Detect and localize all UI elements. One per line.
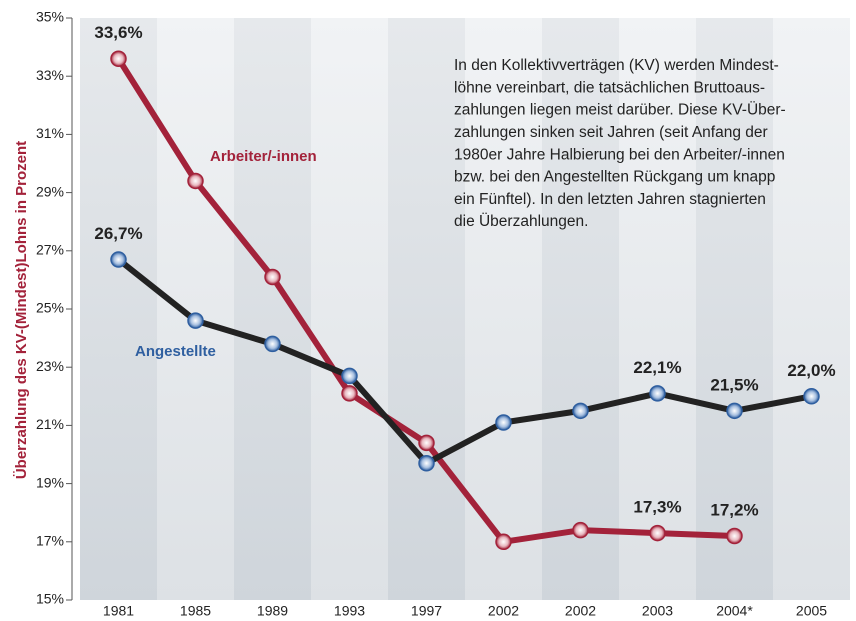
annotation-line: ein Fünftel). In den letzten Jahren stag… <box>454 191 766 208</box>
marker <box>110 251 127 268</box>
marker <box>495 533 512 551</box>
data-label: 17,2% <box>710 500 758 519</box>
x-tick-label: 2005 <box>796 603 827 619</box>
marker <box>110 50 127 67</box>
x-tick-label: 1997 <box>411 603 442 619</box>
marker <box>187 172 204 190</box>
series-label: Arbeiter/-innen <box>210 148 317 165</box>
marker <box>187 312 204 329</box>
column-band <box>311 18 388 600</box>
annotation-line: zahlungen sinken seit Jahren (seit Anfan… <box>454 124 768 141</box>
annotation-line: In den Kollektivverträgen (KV) werden Mi… <box>454 57 779 74</box>
y-tick-label: 27% <box>36 242 64 258</box>
x-tick-label: 2004* <box>716 603 753 619</box>
annotation-line: 1980er Jahre Halbierung bei den Arbeiter… <box>454 146 785 163</box>
column-band <box>773 18 850 600</box>
annotation-line: löhne vereinbart, die tatsächlichen Brut… <box>454 79 765 96</box>
marker <box>341 385 358 402</box>
marker <box>803 388 820 405</box>
data-label: 17,3% <box>633 498 681 517</box>
column-band <box>157 18 234 600</box>
column-band <box>80 18 157 600</box>
annotation-line: die Überzahlungen. <box>454 212 588 230</box>
marker <box>264 335 281 353</box>
y-axis-label: Überzahlung des KV-(Mindest)Lohns in Pro… <box>13 141 30 479</box>
x-tick-label: 1989 <box>257 603 288 619</box>
column-band <box>388 18 465 600</box>
data-label: 21,5% <box>710 375 758 394</box>
marker <box>572 521 589 539</box>
series-label: Angestellte <box>135 343 216 360</box>
marker <box>726 527 743 545</box>
marker <box>495 414 512 431</box>
column-band <box>696 18 773 600</box>
series-line <box>116 257 813 467</box>
marker <box>572 402 589 420</box>
y-tick-label: 19% <box>36 474 64 490</box>
marker <box>726 402 743 420</box>
marker <box>418 454 435 472</box>
column-band <box>619 18 696 600</box>
y-tick-label: 31% <box>36 125 64 141</box>
annotation-line: bzw. bei den Angestellten Rückgang um kn… <box>454 169 775 186</box>
data-label: 33,6% <box>94 23 142 42</box>
data-label: 26,7% <box>94 224 142 243</box>
y-tick-label: 23% <box>36 358 64 374</box>
y-tick-label: 15% <box>36 591 64 607</box>
y-tick-label: 21% <box>36 416 64 432</box>
marker <box>264 268 281 286</box>
data-label: 22,0% <box>787 361 835 380</box>
x-tick-label: 2002 <box>565 603 596 619</box>
y-tick-label: 29% <box>36 183 64 199</box>
data-label: 22,1% <box>633 358 681 377</box>
marker <box>341 367 358 385</box>
x-tick-label: 1985 <box>180 603 211 619</box>
marker <box>649 524 666 542</box>
x-tick-label: 1993 <box>334 603 365 619</box>
marker <box>649 385 666 402</box>
column-band <box>465 18 542 600</box>
x-tick-label: 1981 <box>103 603 134 619</box>
column-band <box>234 18 311 600</box>
column-band <box>542 18 619 600</box>
marker <box>418 434 435 452</box>
y-tick-label: 25% <box>36 300 64 316</box>
x-tick-label: 2003 <box>642 603 673 619</box>
y-tick-label: 33% <box>36 67 64 83</box>
x-tick-label: 2002 <box>488 603 519 619</box>
y-tick-label: 17% <box>36 533 64 549</box>
y-tick-label: 35% <box>36 9 64 25</box>
annotation-line: zahlungen liegen meist darüber. Diese KV… <box>454 101 786 119</box>
